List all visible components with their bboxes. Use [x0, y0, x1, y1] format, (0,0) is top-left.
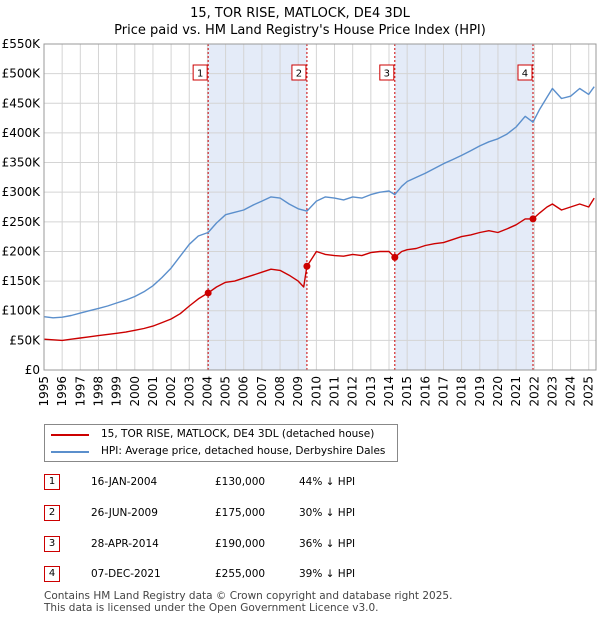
x-tick-label: 1997 [73, 376, 87, 407]
sale-label-1: 1 [197, 69, 203, 80]
legend-label-property: 15, TOR RISE, MATLOCK, DE4 3DL (detached… [101, 428, 375, 440]
x-tick-label: 1995 [37, 376, 51, 407]
transaction-price: £175,000 [215, 507, 266, 519]
x-tick-label: 2005 [219, 376, 233, 407]
x-tick-label: 2007 [255, 376, 269, 407]
y-tick-label: £50K [9, 333, 41, 347]
sale-label-box-2 [291, 64, 307, 81]
x-tick-label: 2004 [200, 376, 214, 407]
chart-subtitle: Price paid vs. HM Land Registry's House … [114, 23, 486, 38]
transaction-number: 4 [44, 566, 60, 582]
sale-label-box-1 [192, 64, 208, 81]
transaction-date: 26-JUN-2009 [91, 507, 158, 519]
x-tick-label: 2012 [346, 376, 360, 407]
x-tick-label: 2008 [273, 376, 287, 407]
y-tick-label: £300K [2, 185, 42, 199]
x-tick-label: 2013 [364, 376, 378, 407]
x-tick-label: 2001 [146, 376, 160, 407]
price-chart: £0 £50K £100K £150K £200K £250K £300K £350K £400… [2, 37, 597, 407]
sale-point-4 [529, 215, 537, 223]
x-tick-label: 2021 [509, 376, 523, 407]
sale-label-box-4 [517, 64, 533, 81]
sale-point-2 [303, 262, 311, 270]
y-tick-label: £0 [25, 363, 40, 377]
property-price-line [43, 197, 595, 342]
sale-label-4: 4 [522, 69, 528, 80]
x-tick-label: 2010 [309, 376, 323, 407]
legend: 15, TOR RISE, MATLOCK, DE4 3DL (detached… [44, 424, 398, 462]
x-tick-label: 2006 [237, 376, 251, 407]
x-tick-label: 2025 [582, 376, 596, 407]
y-tick-label: £500K [2, 67, 42, 81]
x-tick-label: 2022 [527, 376, 541, 407]
sale-point-1 [204, 289, 212, 297]
shaded-period-1 [208, 44, 307, 370]
y-tick-label: £450K [2, 96, 42, 110]
legend-line-hpi [51, 451, 89, 453]
legend-line-property [51, 434, 89, 436]
transaction-date: 28-APR-2014 [91, 538, 159, 550]
sale-point-3 [391, 253, 399, 261]
transaction-price: £190,000 [215, 538, 266, 550]
transaction-number: 3 [44, 536, 60, 552]
x-tick-label: 2018 [455, 376, 469, 407]
x-tick-label: 2020 [491, 376, 505, 407]
footer-copyright: Contains HM Land Registry data © Crown c… [44, 590, 453, 602]
chart-title: 15, TOR RISE, MATLOCK, DE4 3DL [190, 6, 410, 21]
y-tick-label: £350K [2, 156, 42, 170]
legend-label-hpi: HPI: Average price, detached house, Derb… [101, 445, 386, 457]
x-tick-label: 2024 [564, 376, 578, 407]
x-tick-label: 1999 [110, 376, 124, 407]
y-tick-label: £100K [2, 304, 42, 318]
y-tick-label: £200K [2, 244, 42, 258]
x-tick-label: 1998 [91, 376, 105, 407]
transaction-hpi-diff: 30% ↓ HPI [299, 507, 356, 519]
x-tick-label: 2015 [400, 376, 414, 407]
transaction-hpi-diff: 44% ↓ HPI [299, 476, 356, 488]
y-tick-label: £150K [2, 274, 42, 288]
y-tick-label: £400K [2, 126, 42, 140]
x-tick-label: 2003 [182, 376, 196, 407]
transaction-price: £255,000 [215, 568, 266, 580]
sale-label-box-3 [379, 64, 395, 81]
shaded-period-2 [394, 44, 533, 370]
y-tick-label: £550K [2, 37, 42, 51]
y-tick-label: £250K [2, 215, 42, 229]
transaction-number: 2 [44, 505, 60, 521]
transaction-price: £130,000 [215, 476, 266, 488]
sale-label-2: 2 [296, 69, 302, 80]
hpi-line [43, 86, 595, 319]
transaction-date: 16-JAN-2004 [91, 476, 158, 488]
x-tick-label: 2019 [473, 376, 487, 407]
x-tick-label: 2023 [545, 376, 559, 407]
transaction-hpi-diff: 39% ↓ HPI [299, 568, 356, 580]
x-tick-label: 2000 [128, 376, 142, 407]
plot-border [43, 43, 597, 371]
x-tick-label: 1996 [55, 376, 69, 407]
x-tick-label: 2009 [291, 376, 305, 407]
sale-label-3: 3 [384, 69, 390, 80]
x-tick-label: 2014 [382, 376, 396, 407]
x-tick-label: 2002 [164, 376, 178, 407]
transaction-hpi-diff: 36% ↓ HPI [299, 538, 356, 550]
footer-license: This data is licensed under the Open Gov… [44, 602, 379, 614]
x-tick-label: 2016 [418, 376, 432, 407]
x-tick-label: 2011 [328, 376, 342, 407]
transaction-number: 1 [44, 474, 60, 490]
x-tick-label: 2017 [436, 376, 450, 407]
transaction-date: 07-DEC-2021 [91, 568, 161, 580]
